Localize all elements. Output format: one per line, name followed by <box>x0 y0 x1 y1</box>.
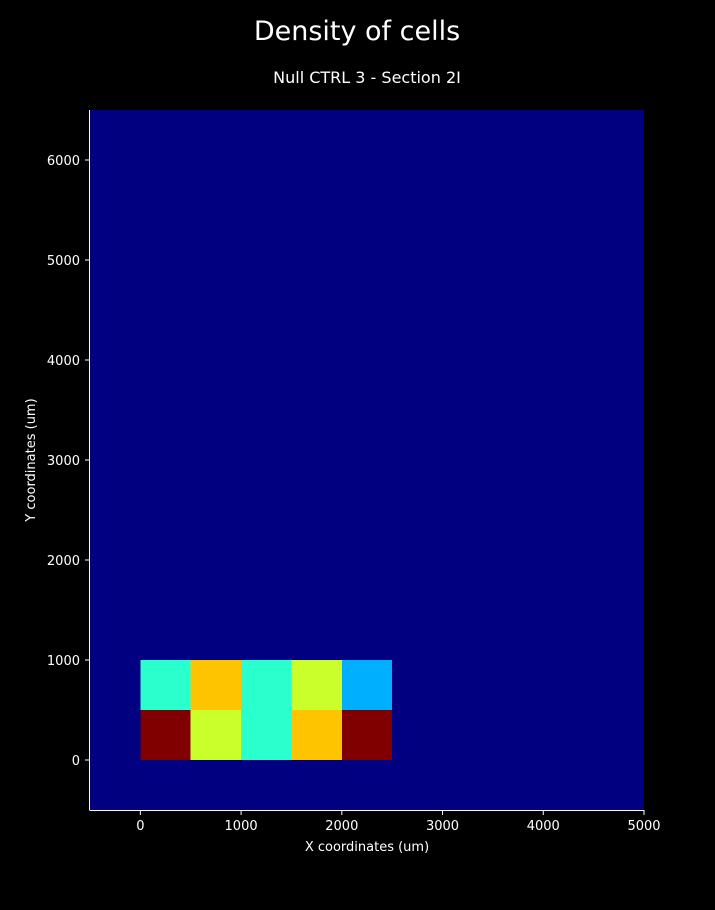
y-tick-label: 3000 <box>47 454 80 469</box>
x-tick-label: 1000 <box>225 819 258 834</box>
y-axis-label: Y coordinates (um) <box>24 398 39 522</box>
heatmap-cell <box>190 660 242 710</box>
y-tick-label: 6000 <box>47 154 80 169</box>
heatmap-cells <box>140 660 393 760</box>
x-tick-label: 0 <box>136 819 144 834</box>
x-tick-label: 2000 <box>325 819 358 834</box>
chart-title: Density of cells <box>254 16 460 47</box>
heatmap-cell <box>190 710 242 760</box>
y-tick-label: 0 <box>72 754 80 769</box>
y-tick-label: 5000 <box>47 254 80 269</box>
heatmap-cell <box>140 660 191 710</box>
heatmap-cell <box>241 660 292 710</box>
heatmap-cell <box>341 660 393 710</box>
x-tick-label: 4000 <box>527 819 560 834</box>
y-tick-label: 2000 <box>47 554 80 569</box>
heatmap-cell <box>241 710 292 760</box>
y-tick-label: 1000 <box>47 654 80 669</box>
heatmap-cell <box>291 710 342 760</box>
y-axis-ticks: 0 1000 2000 3000 4000 5000 6000 <box>47 154 90 769</box>
x-tick-label: 5000 <box>627 819 660 834</box>
y-tick-label: 4000 <box>47 354 80 369</box>
x-axis-label: X coordinates (um) <box>305 840 429 855</box>
heatmap-cell <box>341 710 393 760</box>
heatmap-cell <box>140 710 191 760</box>
chart-subtitle: Null CTRL 3 - Section 2I <box>273 68 461 87</box>
x-axis-ticks: 0 1000 2000 3000 4000 5000 <box>136 810 661 834</box>
heatmap-cell <box>291 660 342 710</box>
x-tick-label: 3000 <box>426 819 459 834</box>
